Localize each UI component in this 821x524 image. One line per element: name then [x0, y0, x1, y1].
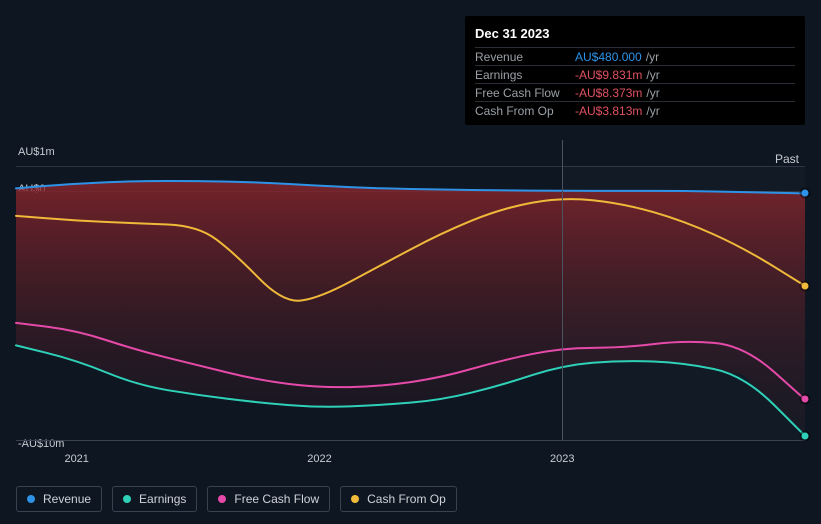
legend-label: Free Cash Flow	[234, 492, 319, 506]
chart-container: AU$1mAU$0-AU$10m Past 202120222023	[0, 120, 821, 480]
x-axis-label: 2022	[307, 453, 331, 465]
legend-item-free_cash_flow[interactable]: Free Cash Flow	[207, 486, 330, 512]
tooltip-row: Free Cash Flow-AU$8.373m/yr	[475, 83, 795, 101]
tooltip-row: Cash From Op-AU$3.813m/yr	[475, 101, 795, 119]
tooltip-value: -AU$8.373m	[575, 86, 642, 100]
past-label: Past	[775, 152, 799, 166]
tooltip-value: AU$480.000	[575, 50, 642, 64]
tooltip-row: RevenueAU$480.000/yr	[475, 47, 795, 65]
tooltip-label: Revenue	[475, 50, 575, 64]
end-marker-earnings	[802, 432, 809, 439]
tooltip-value: -AU$3.813m	[575, 104, 642, 118]
end-marker-revenue	[802, 190, 809, 197]
tooltip-unit: /yr	[646, 86, 659, 100]
tooltip-label: Earnings	[475, 68, 575, 82]
end-marker-cash_from_op	[802, 282, 809, 289]
legend: Revenue Earnings Free Cash Flow Cash From O…	[16, 486, 457, 512]
tooltip-row: Earnings-AU$9.831m/yr	[475, 65, 795, 83]
x-axis: 2021 2022 2023	[16, 440, 805, 464]
end-marker-free_cash_flow	[802, 396, 809, 403]
area-fill	[16, 181, 805, 436]
legend-swatch	[27, 495, 35, 503]
legend-label: Revenue	[43, 492, 91, 506]
legend-label: Earnings	[139, 492, 186, 506]
crosshair-line	[562, 140, 563, 440]
tooltip-unit: /yr	[646, 104, 659, 118]
tooltip-value: -AU$9.831m	[575, 68, 642, 82]
tooltip-label: Cash From Op	[475, 104, 575, 118]
legend-swatch	[351, 495, 359, 503]
tooltip-unit: /yr	[646, 50, 659, 64]
tooltip-date: Dec 31 2023	[475, 26, 795, 47]
legend-swatch	[123, 495, 131, 503]
x-axis-label: 2021	[64, 453, 88, 465]
tooltip-label: Free Cash Flow	[475, 86, 575, 100]
tooltip-panel: Dec 31 2023 RevenueAU$480.000/yrEarnings…	[465, 16, 805, 125]
legend-label: Cash From Op	[367, 492, 446, 506]
legend-item-earnings[interactable]: Earnings	[112, 486, 197, 512]
legend-item-cash_from_op[interactable]: Cash From Op	[340, 486, 457, 512]
y-axis-label: AU$1m	[18, 146, 55, 158]
legend-item-revenue[interactable]: Revenue	[16, 486, 102, 512]
tooltip-unit: /yr	[646, 68, 659, 82]
plot-area[interactable]	[16, 166, 805, 440]
legend-swatch	[218, 495, 226, 503]
x-axis-label: 2023	[550, 453, 574, 465]
